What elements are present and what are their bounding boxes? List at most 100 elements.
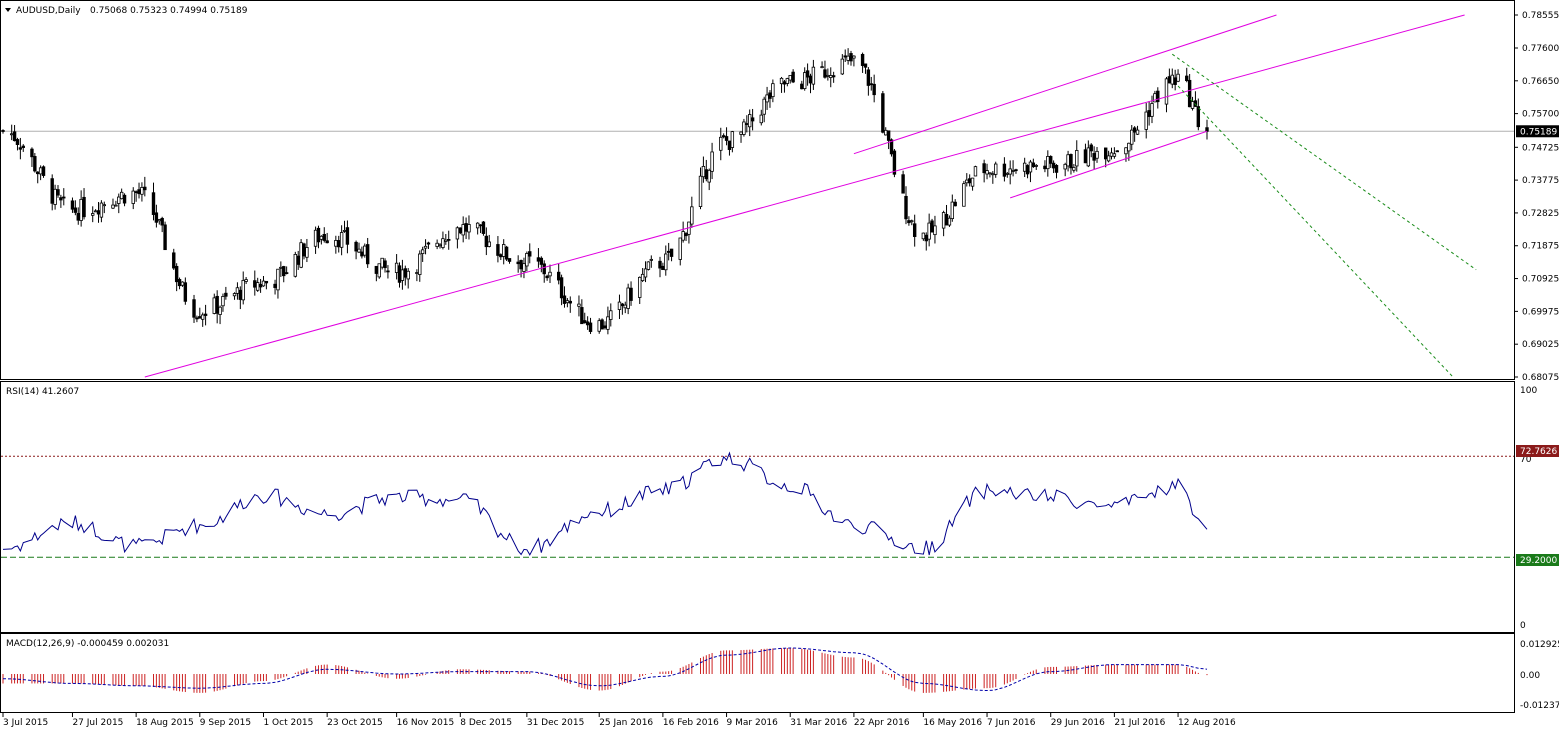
candle-body [889, 139, 894, 155]
time-axis-label: 16 Nov 2015 [397, 718, 455, 728]
candle-body [912, 223, 917, 237]
candle-body [1132, 127, 1137, 133]
candle-body [1147, 110, 1151, 117]
candle-body [852, 55, 856, 59]
candle-body [1115, 150, 1119, 153]
candle-body [759, 114, 763, 124]
time-axis-label: 3 Jul 2015 [3, 718, 48, 728]
candle-body [788, 74, 792, 81]
trendline-channel-lower[interactable] [144, 14, 1465, 378]
candle-body [840, 58, 845, 75]
candle-body [930, 220, 934, 233]
candle-body [988, 172, 992, 175]
trendline-projection[interactable] [1177, 85, 1454, 378]
candle-body [418, 253, 422, 275]
candle-body [53, 188, 57, 205]
candle-body [640, 273, 645, 282]
trendline-short-channel-lower[interactable] [1010, 130, 1208, 199]
candle-body [866, 69, 871, 86]
candle-body [1069, 154, 1073, 169]
candle-body [1196, 106, 1201, 128]
rsi-title: RSI(14) 41.2607 [6, 387, 79, 397]
macd-axis-mid: 0.00 [1520, 671, 1540, 681]
candle-body [803, 72, 807, 89]
candle-body [224, 292, 228, 297]
candle-body [380, 257, 384, 268]
candle-body [296, 255, 300, 265]
time-axis-label: 8 Dec 2015 [460, 718, 512, 728]
candle-body [481, 221, 486, 234]
candle-body [1190, 101, 1195, 109]
candle-body [406, 270, 410, 280]
time-axis-label: 25 Jan 2016 [599, 718, 653, 728]
candle-body [962, 183, 966, 207]
macd-axis-top: 0.012925 [1520, 640, 1559, 650]
candle-body [933, 225, 937, 236]
candle-body [137, 189, 141, 195]
candle-body [293, 253, 298, 277]
candle-body [907, 220, 911, 224]
candle-body [1066, 154, 1070, 167]
candle-body [779, 77, 784, 85]
candle-body [172, 252, 176, 269]
candle-body [745, 123, 749, 125]
candle-body [724, 136, 729, 141]
candle-body [131, 190, 135, 204]
candle-body [282, 266, 286, 277]
candle-body [967, 178, 972, 184]
candle-body [1092, 153, 1096, 161]
candle-body [970, 177, 975, 187]
candle-body [742, 121, 746, 135]
candle-body [235, 287, 240, 294]
candle-body [198, 316, 202, 319]
candle-body [1034, 164, 1038, 167]
rsi-upper-level-label: 72.7626 [1520, 447, 1557, 457]
price-axis-label: 0.75700 [1522, 110, 1559, 120]
candle-body [221, 296, 225, 307]
candle-body [1127, 142, 1131, 152]
candle-body [1051, 162, 1056, 169]
candle-body [487, 241, 491, 247]
candle-body [519, 260, 523, 270]
candle-body [502, 244, 506, 257]
candle-body [357, 248, 361, 253]
rsi-pane[interactable] [0, 381, 1515, 633]
trendline-projection[interactable] [1171, 53, 1477, 271]
candle-body [707, 169, 711, 183]
candle-body [316, 227, 321, 243]
candle-body [435, 242, 439, 247]
trendline-channel-upper[interactable] [853, 14, 1277, 155]
candle-body [76, 213, 80, 221]
price-axis-label: 0.69975 [1522, 307, 1559, 317]
candle-body [904, 195, 908, 220]
candle-body [771, 83, 775, 98]
candle-body [1193, 100, 1198, 107]
candle-body [1075, 150, 1079, 167]
candle-body [1164, 78, 1169, 105]
candle-body [849, 53, 853, 62]
symbol-menu-triangle-icon[interactable] [5, 8, 11, 12]
time-axis-label: 7 Jun 2016 [987, 718, 1036, 728]
macd-pane[interactable] [0, 633, 1515, 713]
candle-body [1014, 169, 1018, 172]
candle-body [38, 167, 43, 175]
candle-body [345, 227, 350, 245]
candle-body [218, 306, 222, 315]
price-axis-label: 0.68075 [1522, 373, 1559, 383]
candle-body [1086, 147, 1091, 167]
candle-body [41, 166, 46, 176]
candle-body [704, 169, 708, 180]
candle-body [30, 148, 34, 158]
candle-body [438, 244, 442, 247]
candle-body [805, 70, 810, 78]
candle-body [467, 224, 471, 233]
candle-body [1124, 147, 1128, 155]
ohlc-readout: 0.75068 0.75323 0.74994 0.75189 [90, 6, 248, 16]
candle-body [415, 272, 419, 274]
candle-body [985, 170, 989, 175]
candle-body [973, 166, 978, 177]
price-pane[interactable] [0, 0, 1515, 380]
time-axis-label: 23 Oct 2015 [327, 718, 383, 728]
current-price-label: 0.75189 [1520, 127, 1557, 137]
